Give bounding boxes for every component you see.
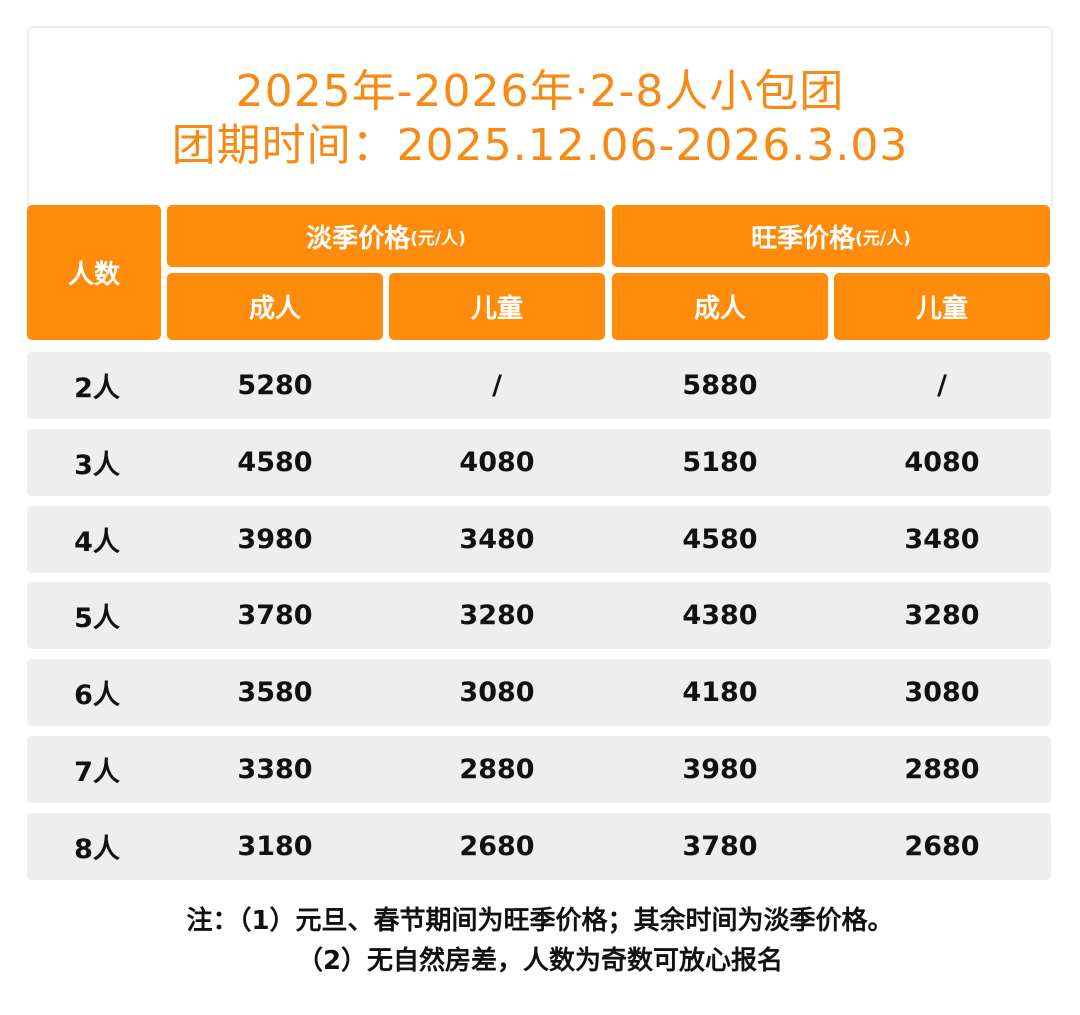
cell-high-adult: 3980 [682,754,758,785]
cell-people: 3人 [74,449,120,481]
cell-high-adult: 4580 [682,523,758,555]
low-season-unit: (元/人) [410,228,466,249]
table-row: 8人 3180 2680 3780 2680 [27,812,1051,880]
note-1: 注：（1）元旦、春节期间为旺季价格；其余时间为淡季价格。 [186,906,894,936]
cell-low-child: 2880 [459,754,535,785]
cell-low-child: 3280 [459,600,535,632]
cell-high-child: 2680 [904,830,980,862]
cell-low-adult: 3180 [237,830,313,862]
header-high-child: 儿童 [834,273,1050,340]
cell-high-child: / [937,370,947,401]
cell-low-adult: 3780 [237,600,313,632]
cell-high-adult: 4180 [682,677,758,709]
table-row: 6人 3580 3080 4180 3080 [27,659,1051,727]
header-low-child: 儿童 [389,273,605,340]
cell-low-child: 4080 [459,446,535,478]
cell-low-adult: 3380 [237,754,313,785]
cell-high-child: 3080 [904,677,980,709]
cell-high-adult: 5180 [682,446,758,478]
cell-low-adult: 5280 [237,370,313,401]
cell-people: 5人 [74,603,120,635]
cell-low-child: 3480 [459,523,535,555]
cell-high-child: 3280 [904,600,980,632]
table-row: 5人 3780 3280 4380 3280 [27,582,1051,650]
cell-low-adult: 3580 [237,677,313,709]
cell-people: 7人 [74,757,120,788]
low-season-label: 淡季价格 [306,223,411,254]
cell-people: 2人 [74,373,120,404]
header-low-adult: 成人 [167,273,383,340]
cell-low-adult: 3980 [237,523,313,555]
note-2: （2）无自然房差，人数为奇数可放心报名 [296,946,784,976]
cell-high-adult: 4380 [682,600,758,632]
title-card [27,26,1053,208]
header-high-season: 旺季价格 (元/人) [612,205,1050,267]
cell-low-child: 2680 [459,830,535,862]
cell-low-child: / [492,370,502,401]
page-title: 2025年-2026年·2-8人小包团 [235,66,845,117]
cell-high-adult: 5880 [682,370,758,401]
tour-dates: 团期时间：2025.12.06-2026.3.03 [171,120,909,171]
cell-high-child: 3480 [904,523,980,555]
cell-people: 6人 [74,680,120,712]
high-season-label: 旺季价格 [751,223,856,254]
table-row: 4人 3980 3480 4580 3480 [27,505,1051,573]
header-low-season: 淡季价格 (元/人) [167,205,605,267]
header-high-adult: 成人 [612,273,828,340]
header-people: 人数 [27,205,161,340]
cell-high-child: 2880 [904,754,980,785]
table-row: 3人 4580 4080 5180 4080 [27,428,1051,496]
cell-high-child: 4080 [904,446,980,478]
cell-people: 4人 [74,526,120,558]
cell-high-adult: 3780 [682,830,758,862]
table-row: 7人 3380 2880 3980 2880 [27,736,1051,803]
cell-people: 8人 [74,833,120,865]
table-row: 2人 5280 / 5880 / [27,352,1051,419]
high-season-unit: (元/人) [855,228,911,249]
cell-low-adult: 4580 [237,446,313,478]
cell-low-child: 3080 [459,677,535,709]
